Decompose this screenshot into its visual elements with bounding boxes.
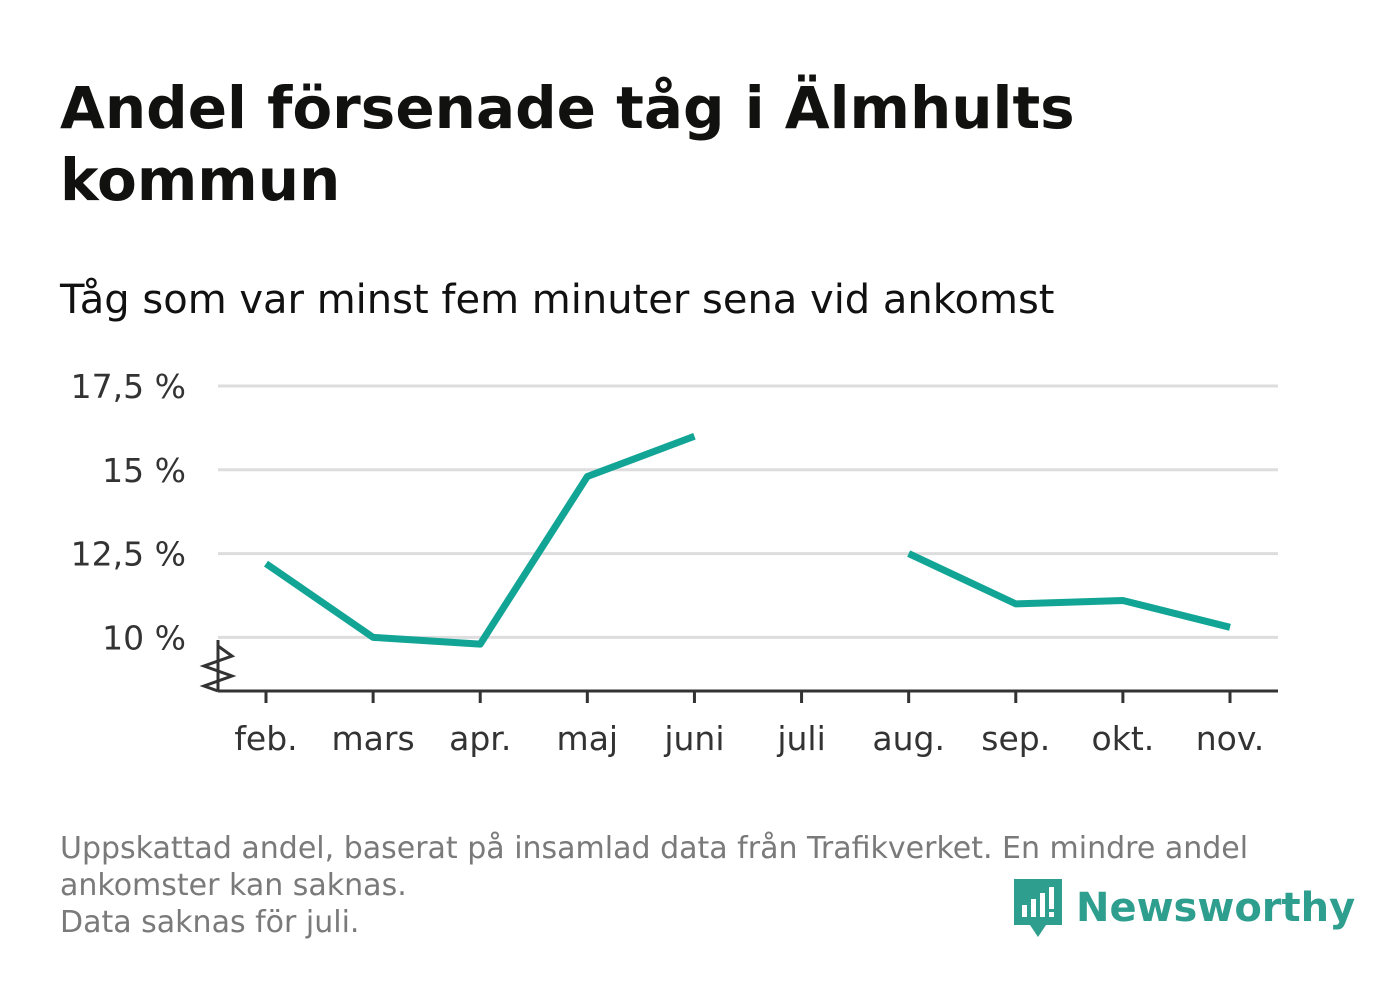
footer-line-2: ankomster kan saknas. <box>60 868 407 903</box>
x-tick-label: mars <box>332 719 415 758</box>
x-tick-label: aug. <box>872 719 945 758</box>
newsworthy-logo-icon <box>1014 879 1062 937</box>
chart-subtitle: Tåg som var minst fem minuter sena vid a… <box>60 277 1055 323</box>
y-tick-label: 12,5 % <box>71 535 186 574</box>
x-tick-label: sep. <box>981 719 1050 758</box>
series-line-segment <box>907 550 1231 631</box>
x-tick-label: juli <box>776 719 825 758</box>
chart-title: Andel försenade tåg i Älmhults kommun <box>60 74 1075 214</box>
x-tick-label: apr. <box>449 719 511 758</box>
axis-break-mark <box>199 644 237 693</box>
x-axis <box>199 640 1278 693</box>
y-tick-label: 17,5 % <box>71 367 186 406</box>
series-line-segment <box>264 432 696 648</box>
series-lines <box>264 432 1231 648</box>
x-tick-label: okt. <box>1092 719 1155 758</box>
x-tick-label: feb. <box>234 719 297 758</box>
y-axis-ticks: 10 % 12,5 % 15 % 17,5 % <box>71 367 186 657</box>
y-tick-label: 15 % <box>102 451 186 490</box>
y-tick-label: 10 % <box>102 618 186 657</box>
logo-text: Newsworthy <box>1076 885 1356 931</box>
x-axis-ticks: feb. mars apr. maj juni juli aug. sep. okt. nov. <box>234 691 1264 758</box>
x-tick-label: nov. <box>1196 719 1265 758</box>
footer-note: Uppskattad andel, baserat på insamlad da… <box>60 830 1320 941</box>
x-tick-label: maj <box>557 719 619 758</box>
x-tick-label: juni <box>663 719 724 758</box>
newsworthy-logo: Newsworthy <box>1012 876 1355 940</box>
footer-line-3: Data saknas för juli. <box>60 905 360 940</box>
footer-line-1: Uppskattad andel, baserat på insamlad da… <box>60 831 1249 866</box>
